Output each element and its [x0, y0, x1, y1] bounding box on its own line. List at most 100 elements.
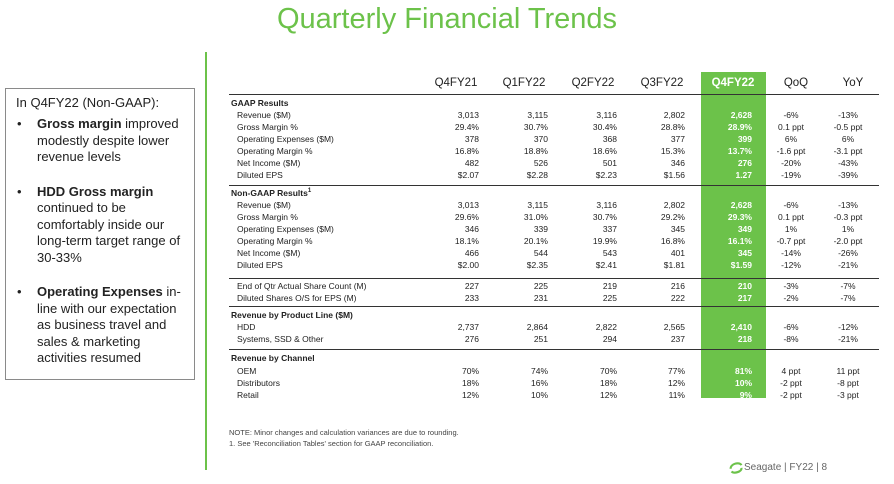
table-cell: 219 [602, 281, 617, 291]
divider [205, 52, 207, 470]
table-cell: 210 [737, 281, 752, 291]
table-cell: 6% [784, 134, 798, 144]
table-cell: 29.6% [454, 212, 479, 222]
table-cell: 544 [533, 248, 548, 258]
section-gaap: GAAP Results [231, 98, 289, 108]
table-row: Gross Margin % 29.4% 30.7% 30.4% 28.8% 28.9% 0… [0, 122, 894, 134]
table-cell: 18.1% [454, 236, 479, 246]
table-cell: 227 [464, 281, 479, 291]
table-cell: 345 [737, 248, 752, 258]
table-cell: 1% [841, 224, 855, 234]
table-cell: 18.6% [592, 146, 617, 156]
table-cell: $2.23 [595, 170, 617, 180]
table-cell: 222 [670, 293, 685, 303]
table-cell: 29.4% [454, 122, 479, 132]
table-cell: 28.9% [727, 122, 752, 132]
table-cell: 16.8% [454, 146, 479, 156]
table-cell: 29.3% [727, 212, 752, 222]
table-cell: $1.59 [730, 260, 752, 270]
table-row: Diluted EPS $2.00 $2.35 $2.41 $1.81 $1.59 -12%… [0, 260, 894, 272]
table-cell: -0.3 ppt [833, 212, 863, 222]
table-cell: -6% [783, 200, 799, 210]
row-label: Diluted Shares O/S for EPS (M) [237, 293, 357, 303]
footnote-ref: 1 [307, 188, 312, 195]
table-cell: 6% [841, 134, 855, 144]
row-label: Operating Expenses ($M) [237, 134, 334, 144]
table-cell: 77% [667, 366, 685, 376]
table-cell: -3 ppt [837, 390, 859, 400]
table-cell: 294 [602, 334, 617, 344]
row-label: Net Income ($M) [237, 158, 301, 168]
table-cell: 81% [734, 366, 752, 376]
rule [229, 278, 879, 279]
table-cell: $2.35 [526, 260, 548, 270]
table-cell: 349 [737, 224, 752, 234]
table-cell: -26% [838, 248, 858, 258]
section-product: Revenue by Product Line ($M) [231, 310, 353, 320]
table-cell: 10% [530, 390, 548, 400]
table-cell: 378 [464, 134, 479, 144]
table-cell: 237 [670, 334, 685, 344]
table-cell: 0.1 ppt [778, 212, 804, 222]
notes: NOTE: Minor changes and calculation vari… [229, 427, 459, 449]
col-header-yoy: YoY [842, 77, 864, 89]
table-cell: 10% [734, 378, 752, 388]
table-cell: 2,864 [526, 322, 548, 332]
table-cell: 4 ppt [781, 366, 801, 376]
table-cell: -3.1 ppt [833, 146, 863, 156]
table-row: Diluted Shares O/S for EPS (M) 233 231 225 2… [0, 293, 894, 305]
col-header-q3fy22: Q3FY22 [640, 77, 684, 89]
table-cell: 337 [602, 224, 617, 234]
table-cell: 501 [602, 158, 617, 168]
table-cell: -7% [840, 293, 856, 303]
table-cell: -6% [783, 322, 799, 332]
bullet-gross-margin: • Gross margin improved modestly despite … [17, 116, 179, 164]
table-cell: 30.7% [523, 122, 548, 132]
table-row: Diluted EPS $2.07 $2.28 $2.23 $1.56 1.27 -19% -… [0, 170, 894, 182]
table-row: Net Income ($M) 466 544 543 401 345 -14% -26% [0, 248, 894, 260]
table-cell: 526 [533, 158, 548, 168]
table-cell: 216 [670, 281, 685, 291]
table-cell: 12% [599, 390, 617, 400]
rule [229, 185, 879, 186]
col-header-q1fy22: Q1FY22 [502, 77, 546, 89]
table-cell: 2,802 [663, 110, 685, 120]
table-cell: 401 [670, 248, 685, 258]
table-cell: 345 [670, 224, 685, 234]
table-cell: 9% [739, 390, 752, 400]
table-cell: $2.00 [457, 260, 479, 270]
table-cell: 3,116 [596, 110, 617, 120]
row-label: Operating Margin % [237, 146, 313, 156]
table-cell: 30.7% [592, 212, 617, 222]
table-cell: $1.81 [663, 260, 685, 270]
table-cell: 12% [461, 390, 479, 400]
table-cell: 3,013 [457, 200, 479, 210]
page-title: Quarterly Financial Trends [276, 3, 618, 35]
table-cell: 276 [737, 158, 752, 168]
table-row: Operating Margin % 16.8% 18.8% 18.6% 15.3% 13… [0, 146, 894, 158]
row-label: Revenue ($M) [237, 200, 291, 210]
table-cell: 3,115 [527, 110, 548, 120]
bullet-text: in-line with our expectation as business… [37, 284, 181, 365]
seagate-logo-icon [729, 462, 743, 474]
footer: Seagate | FY22 | 8 [744, 462, 828, 473]
table-row: OEM 70% 74% 70% 77% 81% 4 ppt 11 ppt [0, 366, 894, 378]
table-cell: 217 [737, 293, 752, 303]
bullet-hdd-margin: • HDD Gross margin continued to be comfor… [17, 183, 181, 265]
table-cell: 3,013 [457, 110, 479, 120]
table-cell: 16.1% [727, 236, 752, 246]
table-cell: -39% [838, 170, 858, 180]
table-row: Operating Expenses ($M) 346 339 337 345 349 1%… [0, 224, 894, 236]
table-cell: 18% [599, 378, 617, 388]
q4fy22-highlight-column [701, 72, 766, 398]
note-line: NOTE: Minor changes and calculation vari… [229, 428, 459, 437]
table-cell: 0.1 ppt [778, 122, 804, 132]
table-cell: 346 [464, 224, 479, 234]
table-cell: 11% [668, 390, 685, 400]
row-label: Operating Margin % [237, 236, 313, 246]
row-label: HDD [237, 322, 256, 332]
bullet-bold: Gross margin [37, 116, 122, 131]
table-cell: 2,737 [457, 322, 479, 332]
table-cell: 231 [533, 293, 548, 303]
table-row: HDD 2,737 2,864 2,822 2,565 2,410 -6% -12% [0, 322, 894, 334]
